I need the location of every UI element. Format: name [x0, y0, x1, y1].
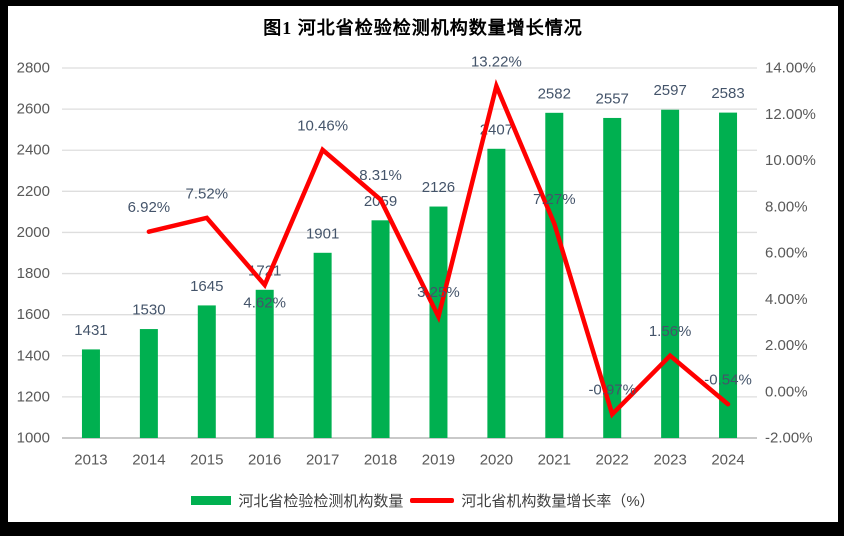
left-axis-tick-label: 2600 [17, 101, 50, 118]
bar-value-label: 1901 [306, 225, 339, 242]
right-axis-tick-label: -2.00% [765, 430, 813, 447]
bar-2013 [81, 349, 100, 438]
x-axis-year-label: 2022 [596, 452, 629, 469]
left-axis-tick-label: 1400 [17, 347, 50, 364]
bar-value-label: 2557 [596, 90, 629, 107]
line-percent-label: -0.54% [704, 372, 752, 389]
growth-rate-line [146, 78, 731, 419]
bar-2016 [255, 289, 274, 438]
plot-area: 1000 1200 1400 1600 1800 2000 2200 2400 2600 2800… [17, 54, 816, 469]
right-axis-tick-label: 14.00% [765, 60, 816, 77]
left-axis-tick-label: 2200 [17, 183, 50, 200]
left-axis-tick-label: 1000 [17, 430, 50, 447]
bar-2024 [719, 112, 738, 438]
right-axis-tick-label: 2.00% [765, 337, 808, 354]
right-axis-tick-label: 10.00% [765, 152, 816, 169]
chart-title: 图1 河北省检验检测机构数量增长情况 [263, 18, 583, 38]
bar-value-label: 2582 [538, 85, 571, 102]
bar-2020 [487, 148, 506, 439]
legend-bar-label: 河北省检验检测机构数量 [238, 493, 404, 510]
bar-series-swatch [191, 496, 232, 505]
line-percent-label: 7.27% [533, 191, 576, 208]
x-axis-year-label: 2018 [364, 452, 397, 469]
bar-value-label: 1645 [190, 278, 223, 295]
left-axis-tick-label: 2400 [17, 142, 50, 159]
line-percent-label: 13.22% [471, 54, 522, 71]
x-axis-year-label: 2013 [74, 452, 107, 469]
chart-inner: 1000 1200 1400 1600 1800 2000 2200 2400 2600 2800… [8, 6, 838, 522]
bar-value-label: 2597 [653, 82, 686, 99]
left-axis-tick-label: 2800 [17, 60, 50, 77]
line-percent-label: 10.46% [297, 117, 348, 134]
left-axis-tick-label: 1600 [17, 306, 50, 323]
bar-2015 [197, 305, 216, 438]
x-axis-year-label: 2017 [306, 452, 339, 469]
bar-value-label: 2126 [422, 179, 455, 196]
bar-2018 [371, 220, 390, 438]
bar-2022 [603, 117, 622, 438]
left-axis-tick-label: 2000 [17, 224, 50, 241]
bar-2017 [313, 252, 332, 438]
x-axis-year-label: 2020 [480, 452, 513, 469]
line-percent-label: 3.25% [417, 284, 460, 301]
x-axis-year-label: 2015 [190, 452, 223, 469]
x-axis-year-label: 2014 [132, 452, 165, 469]
right-axis-tick-label: 0.00% [765, 383, 808, 400]
bar-2014 [139, 329, 158, 438]
legend-item-bars: 河北省检验检测机构数量 [191, 490, 403, 511]
x-axis-year-label: 2024 [711, 452, 744, 469]
legend-line-label: 河北省机构数量增长率（%） [461, 493, 655, 510]
line-percent-label: 6.92% [128, 199, 171, 216]
bar-2019 [429, 206, 448, 438]
line-percent-label: 7.52% [186, 185, 229, 202]
legend-item-line: 河北省机构数量增长率（%） [410, 490, 655, 511]
bar-value-label: 2583 [711, 85, 744, 102]
line-percent-label: 8.31% [359, 167, 402, 184]
right-axis-tick-label: 8.00% [765, 198, 808, 215]
line-percent-label: 4.62% [243, 294, 286, 311]
right-axis-tick-label: 4.00% [765, 291, 808, 308]
bar-value-label: 1431 [74, 322, 107, 339]
bar-value-label: 1530 [132, 302, 165, 319]
left-axis-tick-label: 1200 [17, 388, 50, 405]
x-axis-year-label: 2023 [653, 452, 686, 469]
legend: 河北省检验检测机构数量 河北省机构数量增长率（%） [8, 490, 838, 511]
x-axis-year-label: 2016 [248, 452, 281, 469]
line-series-swatch [410, 498, 455, 503]
left-axis-tick-label: 1800 [17, 265, 50, 282]
line-percent-label: -0.97% [588, 382, 636, 399]
right-axis-tick-label: 12.00% [765, 106, 816, 123]
bar-2021 [545, 112, 564, 439]
line-percent-label: 1.56% [649, 323, 692, 340]
x-axis-year-label: 2021 [538, 452, 571, 469]
right-axis-tick-label: 6.00% [765, 245, 808, 262]
bar-2023 [661, 109, 680, 438]
x-axis-year-label: 2019 [422, 452, 455, 469]
